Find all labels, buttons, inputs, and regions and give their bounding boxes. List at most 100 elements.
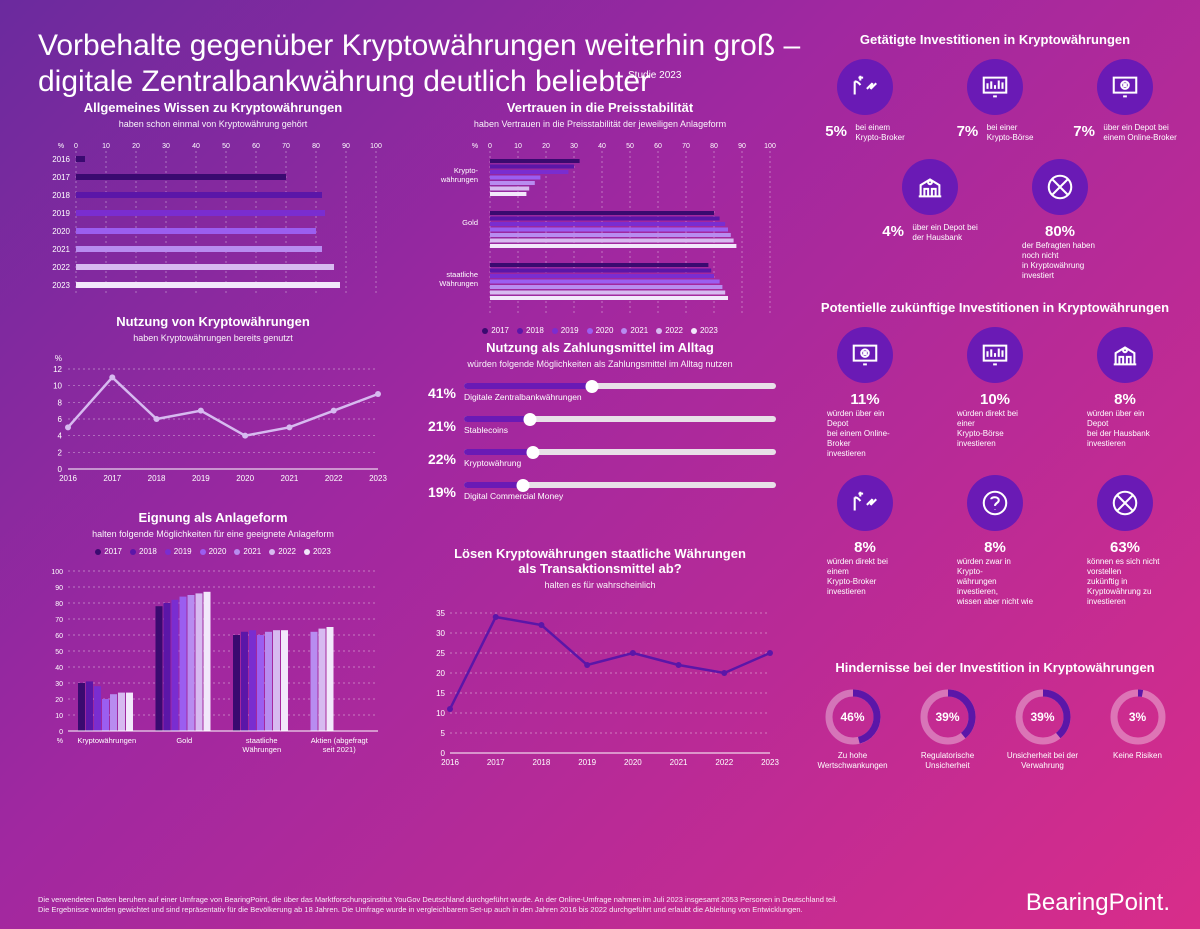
svg-text:40: 40 (598, 143, 606, 150)
svg-text:5: 5 (441, 729, 446, 738)
svg-text:%: % (57, 738, 63, 745)
svg-text:20: 20 (436, 669, 445, 678)
donut: 3% Keine Risiken (1096, 689, 1180, 770)
svg-text:0: 0 (58, 465, 63, 474)
stat-item: 5% bei einemKrypto-Broker (810, 59, 920, 143)
svg-text:50: 50 (222, 143, 230, 150)
svg-text:2020: 2020 (624, 758, 642, 767)
payment-sliders: Nutzung als Zahlungsmittel im Alltag wür… (420, 340, 780, 515)
svg-text:2022: 2022 (715, 758, 733, 767)
svg-text:90: 90 (738, 143, 746, 150)
svg-text:%: % (58, 143, 64, 150)
donut: 46% Zu hoheWertschwankungen (811, 689, 895, 770)
svg-text:seit 2021): seit 2021) (323, 745, 356, 754)
svg-text:Aktien (abgefragt: Aktien (abgefragt (311, 736, 369, 745)
svg-text:Kryptowährungen: Kryptowährungen (77, 736, 136, 745)
svg-text:15: 15 (436, 689, 445, 698)
cross-icon (1032, 159, 1088, 215)
svg-text:10: 10 (55, 713, 63, 720)
svg-text:2021: 2021 (52, 245, 70, 254)
svg-text:6: 6 (58, 415, 63, 424)
svg-text:2023: 2023 (52, 281, 70, 290)
slider-row: 19% Digital Commercial Money (424, 482, 776, 501)
svg-text:0: 0 (441, 749, 446, 758)
svg-text:50: 50 (626, 143, 634, 150)
broker-icon (837, 59, 893, 115)
svg-text:80: 80 (710, 143, 718, 150)
svg-text:2017: 2017 (487, 758, 505, 767)
svg-text:2016: 2016 (441, 758, 459, 767)
awareness-chart: Allgemeines Wissen zu Kryptowährungen ha… (38, 100, 388, 312)
svg-text:70: 70 (55, 617, 63, 624)
svg-text:25: 25 (436, 649, 445, 658)
svg-text:100: 100 (764, 143, 776, 150)
stat-item: 4% über ein Depot beider Hausbank (875, 159, 985, 281)
svg-text:80: 80 (312, 143, 320, 150)
svg-text:50: 50 (55, 649, 63, 656)
svg-text:2016: 2016 (52, 155, 70, 164)
svg-text:2018: 2018 (52, 191, 70, 200)
svg-text:2023: 2023 (369, 474, 387, 483)
svg-text:2017: 2017 (52, 173, 70, 182)
svg-text:2019: 2019 (192, 474, 210, 483)
svg-text:2021: 2021 (670, 758, 688, 767)
svg-text:8: 8 (58, 398, 63, 407)
invest-made: Getätigte Investitionen in Kryptowährung… (810, 32, 1180, 281)
svg-text:80: 80 (55, 601, 63, 608)
donut: 39% RegulatorischeUnsicherheit (906, 689, 990, 770)
svg-text:0: 0 (488, 143, 492, 150)
svg-text:30: 30 (55, 681, 63, 688)
stat-item: 7% bei einerKrypto-Börse (940, 59, 1050, 143)
stat-item: 10% würden direkt bei einerKrypto-Börse … (940, 327, 1050, 459)
obstacles: Hindernisse bei der Investition in Krypt… (810, 660, 1180, 770)
svg-text:40: 40 (55, 665, 63, 672)
study-year: Studie 2023 (628, 70, 681, 81)
svg-text:2018: 2018 (533, 758, 551, 767)
online-icon (1097, 59, 1153, 115)
replace-chart: Lösen Kryptowährungen staatliche Währung… (420, 546, 780, 783)
slider-row: 21% Stablecoins (424, 416, 776, 435)
svg-text:70: 70 (682, 143, 690, 150)
svg-text:%: % (472, 143, 478, 150)
svg-text:20: 20 (132, 143, 140, 150)
brand-logo: BearingPoint. (1026, 894, 1170, 915)
svg-text:Währungen: Währungen (439, 279, 478, 288)
svg-text:2019: 2019 (578, 758, 596, 767)
trust-chart: Vertrauen in die Preisstabilität haben V… (420, 100, 780, 335)
svg-text:0: 0 (59, 729, 63, 736)
question-icon (967, 475, 1023, 531)
svg-text:2: 2 (58, 448, 63, 457)
svg-text:100: 100 (51, 569, 63, 576)
svg-text:staatliche: staatliche (446, 270, 478, 279)
bank-icon (902, 159, 958, 215)
svg-text:20: 20 (542, 143, 550, 150)
svg-text:%: % (55, 354, 62, 363)
svg-text:10: 10 (436, 709, 445, 718)
stat-item: 7% über ein Depot beieinem Online-Broker (1070, 59, 1180, 143)
svg-text:40: 40 (192, 143, 200, 150)
footnote: Die verwendeten Daten beruhen auf einer … (38, 895, 838, 915)
svg-text:35: 35 (436, 609, 445, 618)
stat-item: 8% würden über ein Depotbei der Hausbank… (1070, 327, 1180, 459)
svg-text:2016: 2016 (59, 474, 77, 483)
svg-text:Währungen: Währungen (242, 745, 281, 754)
svg-text:10: 10 (102, 143, 110, 150)
svg-text:2022: 2022 (325, 474, 343, 483)
svg-text:100: 100 (370, 143, 382, 150)
svg-text:2018: 2018 (148, 474, 166, 483)
svg-text:20: 20 (55, 697, 63, 704)
svg-text:2021: 2021 (281, 474, 299, 483)
svg-text:2023: 2023 (761, 758, 779, 767)
svg-text:2022: 2022 (52, 263, 70, 272)
svg-text:30: 30 (570, 143, 578, 150)
stat-item: 63% können es sich nicht vorstellenzukün… (1070, 475, 1180, 607)
svg-text:12: 12 (53, 365, 62, 374)
svg-text:Gold: Gold (462, 218, 478, 227)
stat-item: 80% der Befragten haben noch nichtin Kry… (1005, 159, 1115, 281)
stat-item: 8% würden zwar in Krypto-währungen inves… (940, 475, 1050, 607)
svg-text:4: 4 (58, 432, 63, 441)
exchange-icon (967, 59, 1023, 115)
stat-item: 11% würden über ein Depotbei einem Onlin… (810, 327, 920, 459)
invest-future: Potentielle zukünftige Investitionen in … (810, 300, 1180, 607)
svg-text:30: 30 (162, 143, 170, 150)
